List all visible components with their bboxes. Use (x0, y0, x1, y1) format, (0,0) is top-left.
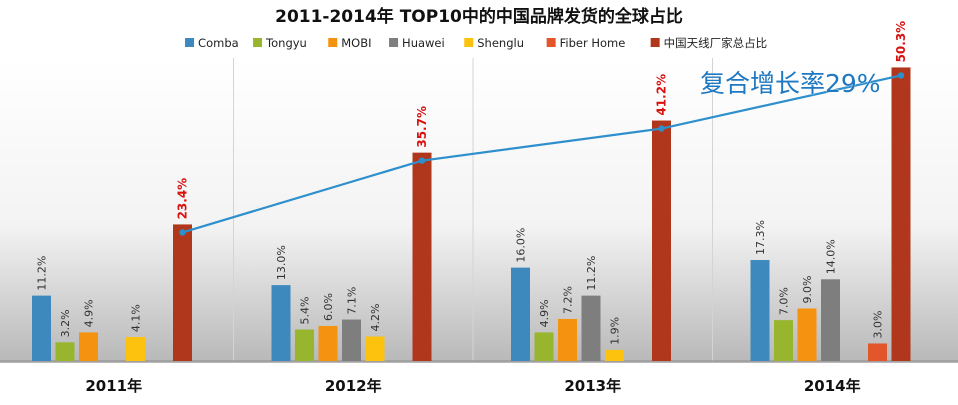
data-label: 11.2% (36, 256, 49, 291)
trend-point (658, 125, 665, 132)
legend-label: Shenglu (477, 36, 524, 50)
bar (534, 332, 554, 361)
data-label: 14.0% (825, 239, 838, 274)
bar (271, 285, 291, 361)
bar (342, 319, 361, 361)
data-label: 9.0% (801, 276, 814, 304)
trend-point (897, 72, 905, 79)
legend-label: 中国天线厂家总占比 (664, 36, 768, 50)
bar (318, 325, 338, 361)
legend-label: Huawei (402, 36, 445, 50)
legend-swatch (328, 38, 338, 47)
x-tick-label: 2011年 (85, 377, 142, 395)
bar (774, 320, 793, 361)
data-label: 6.0% (322, 293, 335, 321)
chart-title: 2011-2014年 TOP10中的中国品牌发货的全球占比 (275, 6, 683, 27)
growth-annotation: 复合增长率29% (700, 69, 881, 98)
bar (32, 295, 51, 361)
data-label: 4.9% (538, 299, 551, 327)
bar (173, 224, 192, 361)
data-label: 11.2% (585, 256, 598, 291)
trend-polyline (182, 74, 902, 234)
bar (750, 260, 770, 361)
legend: Comba Tongyu MOBI Huawei Shenglu Fiber Home 中国… (185, 36, 767, 50)
bar (511, 267, 530, 361)
data-label: 41.2% (655, 74, 669, 116)
bar (891, 67, 911, 361)
legend-swatch (464, 38, 474, 47)
legend-swatch (253, 38, 263, 47)
data-label: 35.7% (415, 106, 429, 148)
data-label: 23.4% (176, 178, 190, 220)
data-label: 7.0% (778, 287, 791, 315)
trend-line (179, 72, 905, 236)
data-label: 4.2% (369, 304, 382, 332)
legend-swatch (546, 38, 556, 47)
legend-label: Fiber Home (560, 36, 626, 50)
bar (605, 349, 624, 361)
data-label: 16.0% (515, 228, 528, 263)
data-label: 3.2% (59, 309, 72, 337)
data-label: 17.3% (754, 220, 767, 255)
legend-swatch (389, 38, 399, 47)
bar (558, 318, 577, 361)
data-labels: 11.2% 3.2% 4.9% 4.1% 23.4% 13.0% 5.4% 6.0% 7.1% 4… (36, 21, 909, 345)
bar (821, 279, 840, 361)
trend-point (418, 157, 426, 164)
data-label: 13.0% (275, 245, 288, 280)
legend-label: MOBI (341, 36, 371, 50)
data-label: 50.3% (894, 21, 908, 63)
trend-point (179, 229, 186, 236)
bar (868, 343, 887, 361)
data-label: 4.1% (130, 304, 143, 332)
bar (652, 120, 671, 362)
data-label: 4.9% (83, 299, 96, 327)
legend-swatch (650, 38, 660, 47)
bar (295, 329, 314, 361)
bar (581, 295, 601, 361)
data-label: 5.4% (299, 297, 312, 325)
legend-label: Tongyu (265, 36, 307, 50)
legend-label: Comba (198, 36, 239, 50)
bar (797, 308, 817, 361)
bar (126, 337, 145, 361)
bar (412, 152, 432, 361)
bars (32, 67, 911, 362)
bar (79, 332, 98, 361)
x-tick-label: 2013年 (564, 377, 621, 395)
category-dividers (233, 58, 713, 361)
data-label: 7.1% (346, 287, 359, 315)
bar (365, 336, 385, 361)
x-tick-labels: 2011年 2012年 2013年 2014年 (85, 377, 860, 395)
data-label: 3.0% (872, 311, 885, 339)
bar (55, 342, 75, 361)
data-label: 7.2% (562, 286, 575, 314)
x-tick-label: 2012年 (325, 377, 382, 395)
x-tick-label: 2014年 (804, 377, 861, 395)
data-label: 1.9% (609, 317, 622, 345)
legend-swatch (185, 38, 195, 47)
